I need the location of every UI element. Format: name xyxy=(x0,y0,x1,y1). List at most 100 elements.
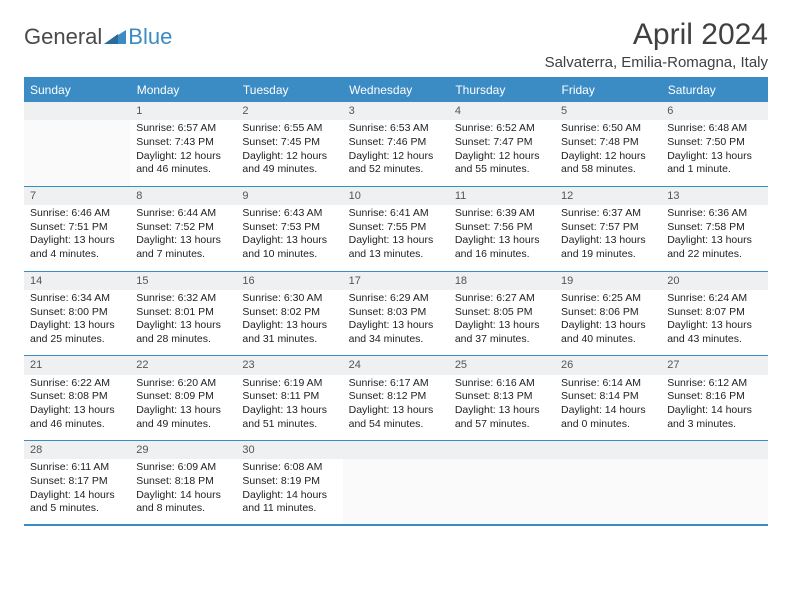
day-cell-line: Sunrise: 6:20 AM xyxy=(136,377,230,391)
day-cell-line: Sunset: 8:16 PM xyxy=(667,390,761,404)
day-cell: Sunrise: 6:37 AMSunset: 7:57 PMDaylight:… xyxy=(555,205,661,271)
day-number-cell: 17 xyxy=(343,271,449,290)
day-cell-line: Daylight: 13 hours xyxy=(136,319,230,333)
day-cell-line: Daylight: 12 hours xyxy=(242,150,336,164)
day-cell-line: Sunset: 8:11 PM xyxy=(242,390,336,404)
day-cell-line: Daylight: 13 hours xyxy=(349,319,443,333)
day-number-cell xyxy=(343,441,449,460)
day-number-cell: 23 xyxy=(236,356,342,375)
day-cell-line: Sunset: 7:57 PM xyxy=(561,221,655,235)
day-cell-line: and 3 minutes. xyxy=(667,418,761,432)
logo: General Blue xyxy=(24,18,172,50)
day-number-cell: 11 xyxy=(449,186,555,205)
header: General Blue April 2024 Salvaterra, Emil… xyxy=(24,18,768,71)
day-cell: Sunrise: 6:30 AMSunset: 8:02 PMDaylight:… xyxy=(236,290,342,356)
day-number-cell: 8 xyxy=(130,186,236,205)
day-number-cell: 20 xyxy=(661,271,767,290)
weekday-header: Wednesday xyxy=(343,78,449,102)
day-cell-line: Daylight: 13 hours xyxy=(455,319,549,333)
day-cell: Sunrise: 6:27 AMSunset: 8:05 PMDaylight:… xyxy=(449,290,555,356)
day-cell: Sunrise: 6:50 AMSunset: 7:48 PMDaylight:… xyxy=(555,120,661,186)
day-number-cell: 27 xyxy=(661,356,767,375)
day-cell-line: Sunset: 8:09 PM xyxy=(136,390,230,404)
day-cell-line: Sunset: 8:12 PM xyxy=(349,390,443,404)
day-cell-line: Daylight: 13 hours xyxy=(667,319,761,333)
day-cell-line: Daylight: 13 hours xyxy=(455,404,549,418)
day-cell xyxy=(661,459,767,525)
day-number-cell xyxy=(661,441,767,460)
day-cell-line: and 1 minute. xyxy=(667,163,761,177)
day-cell-line: and 8 minutes. xyxy=(136,502,230,516)
day-data-row: Sunrise: 6:11 AMSunset: 8:17 PMDaylight:… xyxy=(24,459,768,525)
day-cell-line: Daylight: 13 hours xyxy=(349,404,443,418)
day-cell-line: Sunset: 7:53 PM xyxy=(242,221,336,235)
day-cell-line: and 0 minutes. xyxy=(561,418,655,432)
day-cell-line: Sunset: 7:47 PM xyxy=(455,136,549,150)
day-number-cell: 26 xyxy=(555,356,661,375)
day-cell-line: and 57 minutes. xyxy=(455,418,549,432)
day-cell-line: Sunset: 7:46 PM xyxy=(349,136,443,150)
day-cell-line: Sunrise: 6:53 AM xyxy=(349,122,443,136)
day-number-row: 21222324252627 xyxy=(24,356,768,375)
day-cell-line: Sunrise: 6:17 AM xyxy=(349,377,443,391)
day-cell: Sunrise: 6:34 AMSunset: 8:00 PMDaylight:… xyxy=(24,290,130,356)
day-cell-line: Sunrise: 6:16 AM xyxy=(455,377,549,391)
day-cell-line: Sunrise: 6:09 AM xyxy=(136,461,230,475)
weekday-header: Friday xyxy=(555,78,661,102)
day-cell-line: and 22 minutes. xyxy=(667,248,761,262)
day-number-cell: 28 xyxy=(24,441,130,460)
day-cell-line: Daylight: 13 hours xyxy=(30,404,124,418)
day-cell-line: Sunrise: 6:44 AM xyxy=(136,207,230,221)
day-cell: Sunrise: 6:19 AMSunset: 8:11 PMDaylight:… xyxy=(236,375,342,441)
day-number-cell: 5 xyxy=(555,102,661,121)
weekday-header: Monday xyxy=(130,78,236,102)
day-cell-line: Daylight: 13 hours xyxy=(349,234,443,248)
day-cell: Sunrise: 6:32 AMSunset: 8:01 PMDaylight:… xyxy=(130,290,236,356)
day-cell: Sunrise: 6:36 AMSunset: 7:58 PMDaylight:… xyxy=(661,205,767,271)
day-cell-line: and 37 minutes. xyxy=(455,333,549,347)
day-cell-line: and 13 minutes. xyxy=(349,248,443,262)
day-cell-line: Daylight: 13 hours xyxy=(667,234,761,248)
day-number-row: 123456 xyxy=(24,102,768,121)
day-cell-line: Sunrise: 6:41 AM xyxy=(349,207,443,221)
day-cell: Sunrise: 6:24 AMSunset: 8:07 PMDaylight:… xyxy=(661,290,767,356)
day-cell-line: and 7 minutes. xyxy=(136,248,230,262)
day-cell-line: Daylight: 12 hours xyxy=(349,150,443,164)
day-cell: Sunrise: 6:44 AMSunset: 7:52 PMDaylight:… xyxy=(130,205,236,271)
day-cell-line: Daylight: 14 hours xyxy=(136,489,230,503)
day-cell-line: and 40 minutes. xyxy=(561,333,655,347)
day-cell-line: Daylight: 13 hours xyxy=(455,234,549,248)
day-cell-line: Daylight: 14 hours xyxy=(561,404,655,418)
day-cell xyxy=(449,459,555,525)
day-cell: Sunrise: 6:09 AMSunset: 8:18 PMDaylight:… xyxy=(130,459,236,525)
day-cell-line: Sunrise: 6:48 AM xyxy=(667,122,761,136)
day-cell-line: Sunset: 8:02 PM xyxy=(242,306,336,320)
day-number-cell xyxy=(555,441,661,460)
month-title: April 2024 xyxy=(545,18,768,52)
weekday-header: Saturday xyxy=(661,78,767,102)
day-cell-line: Daylight: 13 hours xyxy=(561,234,655,248)
day-cell-line: Daylight: 13 hours xyxy=(136,404,230,418)
day-cell xyxy=(555,459,661,525)
day-number-cell: 21 xyxy=(24,356,130,375)
day-cell-line: Sunrise: 6:55 AM xyxy=(242,122,336,136)
day-cell-line: Sunset: 7:51 PM xyxy=(30,221,124,235)
day-cell-line: Sunrise: 6:39 AM xyxy=(455,207,549,221)
day-cell-line: Sunrise: 6:25 AM xyxy=(561,292,655,306)
day-number-cell xyxy=(24,102,130,121)
day-cell-line: and 46 minutes. xyxy=(30,418,124,432)
day-cell-line: Sunrise: 6:43 AM xyxy=(242,207,336,221)
day-number-cell: 30 xyxy=(236,441,342,460)
day-cell-line: Sunrise: 6:32 AM xyxy=(136,292,230,306)
day-cell-line: Sunrise: 6:46 AM xyxy=(30,207,124,221)
day-cell-line: Sunrise: 6:36 AM xyxy=(667,207,761,221)
day-cell: Sunrise: 6:08 AMSunset: 8:19 PMDaylight:… xyxy=(236,459,342,525)
day-cell-line: Sunset: 8:00 PM xyxy=(30,306,124,320)
day-cell-line: Sunset: 7:48 PM xyxy=(561,136,655,150)
day-cell-line: Sunset: 7:45 PM xyxy=(242,136,336,150)
day-cell: Sunrise: 6:17 AMSunset: 8:12 PMDaylight:… xyxy=(343,375,449,441)
day-cell-line: and 28 minutes. xyxy=(136,333,230,347)
day-cell: Sunrise: 6:55 AMSunset: 7:45 PMDaylight:… xyxy=(236,120,342,186)
day-cell-line: and 5 minutes. xyxy=(30,502,124,516)
day-number-cell: 6 xyxy=(661,102,767,121)
